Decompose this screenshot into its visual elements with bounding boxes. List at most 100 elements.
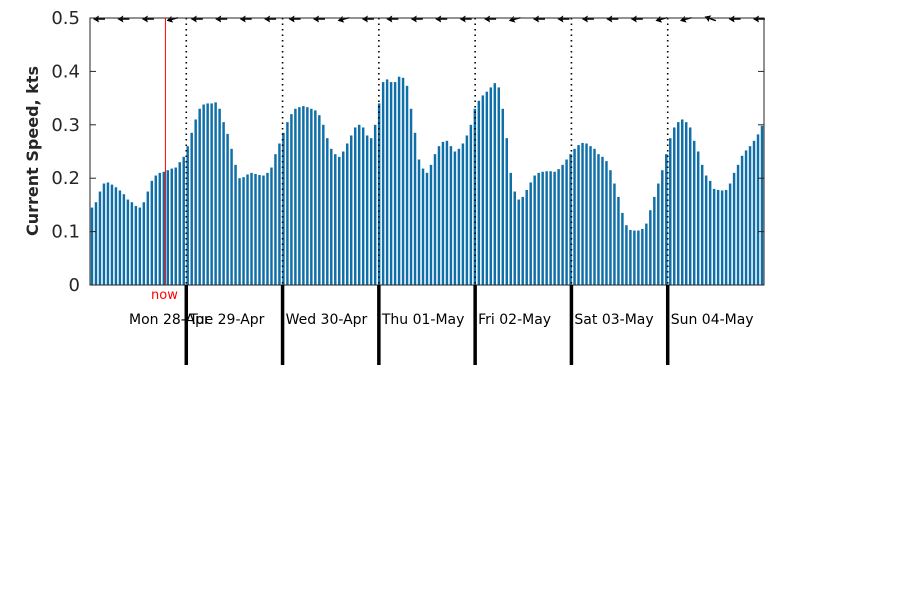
direction-arrow: [215, 15, 228, 23]
bar: [381, 82, 385, 285]
bar: [613, 183, 616, 285]
bar: [597, 154, 600, 285]
bar: [692, 140, 696, 285]
arrow-head: [117, 15, 124, 23]
bar: [174, 167, 177, 285]
direction-arrow: [435, 15, 448, 23]
bar: [585, 143, 588, 285]
day-label: Tue 29-Apr: [188, 312, 264, 328]
bar: [756, 134, 760, 285]
bar: [716, 189, 720, 285]
bar: [501, 108, 505, 285]
arrow-head: [630, 15, 637, 23]
direction-arrow: [264, 15, 277, 23]
arrow-head: [239, 15, 246, 23]
bar: [485, 91, 489, 285]
bar: [521, 196, 524, 285]
bar: [740, 155, 744, 285]
bar: [704, 175, 708, 285]
arrow-head: [410, 15, 417, 23]
bar: [190, 132, 193, 285]
bar: [397, 76, 401, 286]
bar: [657, 183, 660, 285]
bar: [593, 148, 596, 285]
bar: [581, 142, 584, 285]
bar: [338, 156, 341, 285]
bar: [465, 135, 469, 285]
bar: [457, 148, 461, 285]
bar: [481, 95, 485, 286]
bar: [477, 100, 481, 286]
day-label: Wed 30-Apr: [286, 312, 368, 328]
bar: [158, 172, 162, 285]
bar: [505, 138, 508, 285]
bar: [529, 182, 532, 285]
bar: [230, 148, 233, 285]
bar: [449, 146, 453, 285]
bar: [94, 202, 98, 285]
bar: [445, 140, 449, 285]
bar: [282, 132, 285, 285]
arrow-head: [484, 15, 491, 23]
direction-arrow: [728, 15, 741, 23]
bar: [110, 184, 114, 285]
bar: [684, 122, 688, 285]
bar: [353, 127, 357, 285]
bars-group: [90, 76, 764, 286]
arrow-head: [93, 15, 99, 23]
bar: [90, 207, 94, 285]
bar: [573, 148, 576, 285]
bar: [210, 103, 213, 285]
arrow-head: [679, 15, 687, 23]
bar: [401, 77, 405, 285]
bar: [334, 154, 337, 285]
bar: [549, 171, 552, 285]
arrow-head: [459, 15, 466, 23]
bar: [429, 164, 433, 285]
bar: [601, 156, 604, 285]
bar: [194, 119, 197, 286]
bar: [302, 106, 305, 285]
day-label: Sat 03-May: [574, 312, 653, 328]
bar: [218, 108, 221, 285]
bar: [170, 168, 173, 285]
arrow-head: [655, 15, 663, 23]
bar: [673, 127, 676, 285]
direction-arrow: [630, 15, 643, 23]
bar: [286, 122, 289, 285]
bar: [122, 194, 126, 285]
now-label: now: [151, 288, 178, 303]
direction-arrow: [508, 15, 521, 23]
bar: [609, 170, 612, 285]
day-separators: [185, 18, 669, 285]
bar: [290, 114, 293, 286]
arrow-head: [557, 15, 564, 23]
bar: [561, 164, 564, 285]
arrow-head: [581, 15, 588, 23]
bar: [497, 87, 501, 285]
bar: [669, 138, 672, 285]
bar: [469, 124, 473, 285]
arrow-head: [190, 15, 197, 23]
bar: [106, 182, 110, 285]
bar: [700, 164, 704, 285]
bar: [346, 143, 349, 285]
bar: [653, 196, 656, 285]
bar: [649, 210, 652, 285]
bar: [425, 172, 429, 285]
direction-arrow: [117, 15, 130, 23]
y-axis-label: Current Speed, kts: [23, 66, 42, 236]
bar: [266, 172, 269, 285]
bar: [696, 151, 700, 285]
arrow-head: [704, 15, 712, 22]
bar: [625, 225, 628, 285]
bar: [130, 202, 134, 285]
bar: [314, 110, 317, 285]
bar: [146, 191, 150, 285]
bar: [461, 143, 465, 285]
bar: [417, 159, 421, 285]
bar: [318, 115, 321, 285]
bar: [373, 124, 377, 285]
day-label: Sun 04-May: [671, 312, 754, 328]
